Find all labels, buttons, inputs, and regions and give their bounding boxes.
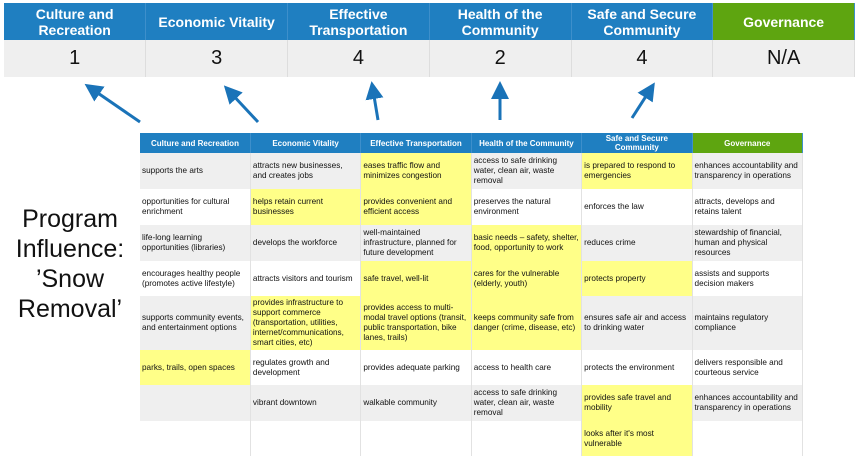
criteria-header-cell: Safe and Secure Community xyxy=(581,133,693,153)
criteria-row: encourages healthy people (promotes acti… xyxy=(140,261,804,296)
summary-header-cell: Economic Vitality xyxy=(145,3,288,40)
criteria-row: parks, trails, open spaces regulates grow… xyxy=(140,350,804,385)
table-cell: provides adequate parking xyxy=(360,350,472,385)
criteria-header-cell: Economic Vitality xyxy=(250,133,362,153)
table-cell: enforces the law xyxy=(581,189,693,225)
summary-score-cell: 4 xyxy=(287,40,430,77)
table-cell: attracts, develops and retains talent xyxy=(692,189,804,225)
table-cell: supports community events, and entertain… xyxy=(140,296,251,350)
highlighted-cell: cares for the vulnerable (elderly, youth… xyxy=(471,261,583,296)
table-cell: enhances accountability and transparency… xyxy=(692,153,804,189)
summary-header-cell: Culture and Recreation xyxy=(4,3,147,40)
summary-header-cell: Effective Transportation xyxy=(287,3,430,40)
program-influence-label: Program Influence: ’Snow Removal’ xyxy=(0,204,140,324)
highlighted-cell: basic needs – safety, shelter, food, opp… xyxy=(471,225,583,261)
highlighted-cell: looks after it's most vulnerable xyxy=(581,421,693,456)
table-cell: regulates growth and development xyxy=(250,350,362,385)
criteria-row: opportunities for cultural enrichment hel… xyxy=(140,189,804,225)
summary-header-cell: Health of the Community xyxy=(429,3,572,40)
highlighted-cell: helps retain current businesses xyxy=(250,189,362,225)
table-cell: access to health care xyxy=(471,350,583,385)
table-cell: delivers responsible and courteous servi… xyxy=(692,350,804,385)
table-cell: enhances accountability and transparency… xyxy=(692,385,804,421)
table-cell: encourages healthy people (promotes acti… xyxy=(140,261,251,296)
table-cell: life-long learning opportunities (librar… xyxy=(140,225,251,261)
summary-score-cell: 3 xyxy=(145,40,288,77)
table-cell: preserves the natural environment xyxy=(471,189,583,225)
summary-score-cell: N/A xyxy=(712,40,855,77)
label-line: ’Snow xyxy=(35,265,105,293)
criteria-header-cell: Culture and Recreation xyxy=(140,133,251,153)
criteria-row: vibrant downtown walkable community access… xyxy=(140,385,804,421)
table-cell: attracts new businesses, and creates job… xyxy=(250,153,362,189)
table-cell: access to safe drinking water, clean air… xyxy=(471,385,583,421)
table-cell xyxy=(360,421,472,456)
label-line: Program xyxy=(22,205,118,233)
table-cell: protects the environment xyxy=(581,350,693,385)
table-cell: attracts visitors and tourism xyxy=(250,261,362,296)
criteria-header-cell: Health of the Community xyxy=(471,133,583,153)
table-cell: access to safe drinking water, clean air… xyxy=(471,153,583,189)
criteria-header-cell: Effective Transportation xyxy=(360,133,472,153)
table-cell: ensures safe air and access to drinking … xyxy=(581,296,693,350)
summary-score-cell: 4 xyxy=(571,40,714,77)
criteria-header-row: Culture and Recreation Economic Vitality E… xyxy=(140,133,804,153)
table-cell: well-maintained infrastructure, planned … xyxy=(360,225,472,261)
highlighted-cell: parks, trails, open spaces xyxy=(140,350,251,385)
table-cell: maintains regulatory compliance xyxy=(692,296,804,350)
criteria-table: Culture and Recreation Economic Vitality E… xyxy=(140,133,804,456)
summary-header-row: Culture and Recreation Economic Vitality E… xyxy=(4,3,855,40)
table-cell: stewardship of financial, human and phys… xyxy=(692,225,804,261)
table-cell xyxy=(250,421,362,456)
highlighted-cell: provides safe travel and mobility xyxy=(581,385,693,421)
table-cell: reduces crime xyxy=(581,225,693,261)
highlighted-cell: provides infrastructure to support comme… xyxy=(250,296,362,350)
table-cell: walkable community xyxy=(360,385,472,421)
summary-table: Culture and Recreation Economic Vitality E… xyxy=(4,3,855,77)
summary-header-cell: Governance xyxy=(712,3,855,40)
highlighted-cell: safe travel, well-lit xyxy=(360,261,472,296)
summary-score-cell: 2 xyxy=(429,40,572,77)
table-cell: vibrant downtown xyxy=(250,385,362,421)
table-cell: opportunities for cultural enrichment xyxy=(140,189,251,225)
highlighted-cell: provides convenient and efficient access xyxy=(360,189,472,225)
arrow-icon xyxy=(365,81,384,121)
label-line: Influence: xyxy=(15,235,125,263)
highlighted-cell: is prepared to respond to emergencies xyxy=(581,153,693,189)
highlighted-cell: eases traffic flow and minimizes congest… xyxy=(360,153,472,189)
table-cell xyxy=(140,385,251,421)
table-cell: assists and supports decision makers xyxy=(692,261,804,296)
table-cell: develops the workforce xyxy=(250,225,362,261)
table-cell xyxy=(140,421,251,456)
highlighted-cell: keeps community safe from danger (crime,… xyxy=(471,296,583,350)
summary-score-row: 1 3 4 2 4 N/A xyxy=(4,40,855,77)
criteria-row: life-long learning opportunities (librar… xyxy=(140,225,804,261)
arrow-icon xyxy=(84,83,141,124)
arrow-icon xyxy=(630,82,655,119)
highlighted-cell: protects property xyxy=(581,261,693,296)
criteria-row: looks after it's most vulnerable xyxy=(140,421,804,456)
table-cell xyxy=(692,421,804,456)
summary-score-cell: 1 xyxy=(4,40,147,77)
highlighted-cell: provides access to multi-modal travel op… xyxy=(360,296,472,350)
criteria-header-cell: Governance xyxy=(692,133,804,153)
criteria-row: supports community events, and entertain… xyxy=(140,296,804,350)
summary-header-cell: Safe and Secure Community xyxy=(571,3,714,40)
table-cell: supports the arts xyxy=(140,153,251,189)
arrow-icon xyxy=(223,85,260,124)
table-cell xyxy=(471,421,583,456)
criteria-row: supports the arts attracts new businesses… xyxy=(140,153,804,189)
label-line: Removal’ xyxy=(17,295,123,323)
